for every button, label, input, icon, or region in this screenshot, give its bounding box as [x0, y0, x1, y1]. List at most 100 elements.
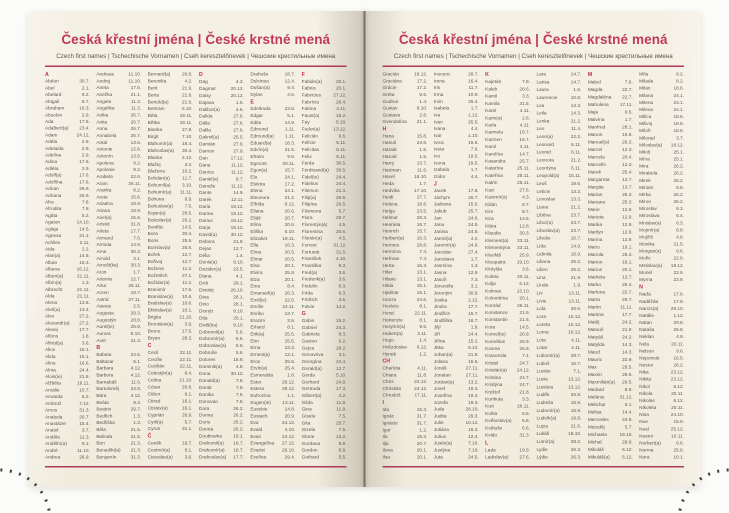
name-label: Lina	[536, 275, 546, 281]
nameday-date: 2.12.	[468, 297, 479, 303]
name-entry: Fay 5.10.	[302, 120, 347, 125]
name-entry: André 11.10.	[45, 448, 90, 453]
name-entry: Enriko 13.7.	[250, 311, 295, 316]
name-label: Herta	[382, 263, 395, 268]
name-entry: Edgar 5.1.	[250, 113, 295, 118]
nameday-date: 25.9.	[130, 324, 142, 330]
nameday-date: 2.5.	[133, 303, 142, 310]
name-label: Gréta	[382, 92, 395, 98]
name-entry: Miron 26.2.	[639, 200, 684, 205]
name-entry: Gabriela 8.3.	[302, 332, 347, 337]
name-entry: Jiřina 15.2.	[434, 339, 479, 344]
nameday-date: 7.8.	[235, 384, 244, 391]
nameday-date: 24.12.	[281, 433, 296, 440]
name-entry: Ivica 19.5.	[434, 140, 479, 145]
name-label: Alexandr(a)	[45, 320, 70, 326]
nameday-date: 13.11.	[282, 399, 296, 406]
nameday-date: 18.6.	[673, 128, 685, 134]
nameday-date: 30.12.	[230, 370, 244, 377]
nameday-date: 26.3.	[570, 454, 582, 460]
name-label: Miloš	[639, 149, 651, 155]
nameday-date: 13.11.	[568, 290, 582, 296]
name-entry: Dobromír(a) 5.6.	[199, 337, 244, 342]
nameday-date: 6.10.	[181, 106, 193, 112]
nameday-date: 8.2.	[676, 72, 685, 77]
nameday-date: 1.4.	[419, 98, 428, 105]
nameday-date: 4.9.	[676, 334, 685, 340]
name-label: Gertruda	[301, 386, 321, 392]
nameday-date: 11.4.	[571, 126, 582, 132]
nameday-date: 20.8.	[181, 72, 193, 77]
name-entry: Hjalmar 15.1.	[382, 290, 427, 296]
name-entry: Estera 29.12.	[250, 387, 295, 392]
name-label: Evangelína	[250, 441, 275, 446]
name-label: Abraham	[45, 106, 65, 111]
name-entry: Efraim 9.6.	[250, 154, 295, 159]
nameday-date: 19.8.	[570, 415, 582, 422]
name-label: Ila	[382, 434, 388, 440]
name-label: Matěj	[587, 320, 600, 325]
name-entry: Aneta 17.5.	[96, 86, 141, 91]
nameday-date: 29.12.	[281, 386, 296, 392]
nameday-date: 20.4.	[335, 99, 347, 105]
name-entry: Filemon 21.3.	[302, 188, 347, 193]
name-entry: Atanas 2.5.	[96, 304, 141, 309]
name-label: Erazim	[250, 318, 266, 324]
left-page-header: Česká křestní jména | České krstné mená …	[45, 32, 347, 60]
name-label: Afrodita	[45, 206, 62, 212]
name-entry: Ludmila 16.9.	[537, 400, 582, 405]
nameday-date: 21.5.	[130, 433, 142, 440]
nameday-date: 19.12.	[230, 218, 244, 224]
name-entry: Aristid 31.8.	[96, 222, 141, 227]
name-label: Heda	[382, 181, 394, 187]
name-columns-left: A Abdon 30.7. Ábel 2.1. Abelard 9.2. Abigail 8.7…	[45, 72, 347, 460]
name-label: Evarist	[250, 448, 265, 453]
nameday-date: 26.7.	[468, 194, 479, 201]
name-entry: Ivo 19.5.	[434, 154, 479, 159]
nameday-date: 6.12.	[622, 454, 633, 460]
nameday-date: 6.3.	[338, 283, 347, 289]
nameday-date: 22.9.	[673, 276, 685, 283]
name-label: Markéta	[587, 275, 605, 280]
name-label: Dajana	[199, 100, 215, 106]
name-entry: Karel 4.11.	[485, 109, 530, 114]
nameday-date: 6.6.	[522, 425, 530, 431]
name-label: Albín(a)	[45, 280, 62, 286]
nameday-date: 5.10.	[284, 229, 296, 235]
nameday-date: 15.6.	[130, 214, 142, 221]
nameday-date: 5.10.	[335, 119, 347, 126]
nameday-date: 13.7.	[622, 274, 633, 280]
nameday-date: 27.6.	[519, 187, 530, 193]
name-entry: Andrej 11.10.	[96, 79, 141, 84]
name-label: Gracián	[382, 72, 400, 77]
name-label: Elmar	[250, 256, 263, 262]
name-label: Albrecht	[45, 287, 63, 292]
name-entry: Daria 19.12.	[199, 205, 244, 210]
name-label: Justin(a)	[433, 441, 453, 446]
name-label: Dagmar	[199, 86, 216, 92]
name-entry: Jindřich 15.7.	[434, 311, 479, 316]
name-label: Marika	[587, 222, 603, 228]
nameday-date: 10.6.	[181, 293, 193, 300]
nameday-date: 21.10.	[179, 314, 193, 321]
nameday-date: 31.7.	[416, 413, 428, 420]
name-entry: Andělín(a) 9.1.	[45, 442, 90, 447]
name-entry: Božetěch 27.1.	[148, 273, 193, 278]
nameday-date: 25.9.	[519, 252, 530, 258]
name-label: Janina	[433, 229, 448, 235]
name-entry: Marko 25.4.	[588, 282, 633, 288]
name-label: Marian	[587, 192, 603, 198]
nameday-date: 26.2.	[181, 217, 193, 223]
name-entry: Filipína 26.5.	[302, 202, 347, 207]
name-label: Loreta	[536, 322, 550, 327]
name-entry: Darja 19.12.	[199, 225, 244, 230]
name-label: Arzen	[96, 290, 109, 296]
nameday-date: 20.6.	[284, 208, 296, 215]
name-label: Dalida	[199, 114, 213, 119]
name-entry: Miriam 5.8.	[639, 185, 684, 190]
name-label: Gothard	[301, 454, 319, 460]
nameday-date: 24.1.	[673, 106, 685, 113]
name-label: Dina	[199, 295, 209, 300]
name-entry: Juta 24.5.	[434, 455, 479, 460]
name-label: Jasna	[433, 270, 447, 276]
